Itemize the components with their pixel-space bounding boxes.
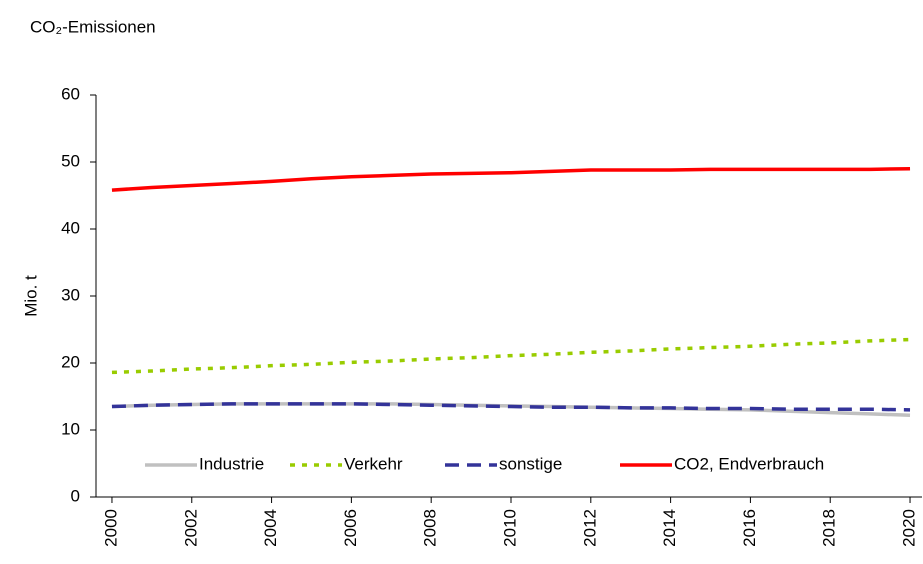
line-series xyxy=(111,166,911,192)
y-tick-label: 50 xyxy=(61,151,80,170)
x-tick-label: 2010 xyxy=(500,509,519,547)
x-tick-label: 2016 xyxy=(740,509,759,547)
legend-label: sonstige xyxy=(499,454,562,473)
x-tick-label: 2004 xyxy=(261,509,280,547)
x-tick-label: 2014 xyxy=(660,509,679,547)
y-tick-label: 10 xyxy=(61,419,80,438)
legend-label: CO2, Endverbrauch xyxy=(674,454,824,473)
y-axis-label: Mio. t xyxy=(21,275,40,317)
chart-title: CO₂-Emissionen xyxy=(30,17,156,36)
x-tick-label: 2018 xyxy=(820,509,839,547)
x-tick-label: 2008 xyxy=(421,509,440,547)
y-tick-label: 60 xyxy=(61,84,80,103)
line-series xyxy=(111,402,911,412)
x-tick-label: 2002 xyxy=(181,509,200,547)
x-tick-label: 2020 xyxy=(900,509,919,547)
y-tick-label: 30 xyxy=(61,285,80,304)
legend-label: Industrie xyxy=(199,454,264,473)
x-tick-label: 2000 xyxy=(101,509,120,547)
y-tick-label: 0 xyxy=(71,486,80,505)
x-tick-label: 2006 xyxy=(341,509,360,547)
x-tick-label: 2012 xyxy=(580,509,599,547)
y-tick-label: 20 xyxy=(61,352,80,371)
legend-label: Verkehr xyxy=(344,454,403,473)
y-tick-label: 40 xyxy=(61,218,80,237)
line-series xyxy=(111,337,911,375)
